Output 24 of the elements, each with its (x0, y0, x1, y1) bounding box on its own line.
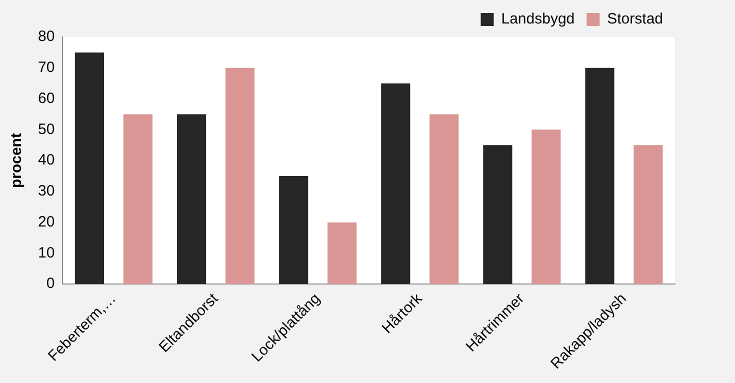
y-tick-label: 10 (38, 244, 55, 262)
y-tick-label: 60 (38, 90, 55, 107)
y-axis-title: procent (8, 133, 26, 188)
bar (381, 83, 410, 284)
bar (634, 145, 663, 284)
bar (225, 68, 255, 284)
bar (328, 222, 357, 284)
y-tick-label: 20 (38, 213, 55, 230)
bar (123, 114, 152, 284)
y-tick-label: 0 (46, 275, 55, 292)
y-tick-label: 70 (38, 59, 55, 76)
bar (74, 52, 104, 284)
y-tick-label: 30 (38, 182, 55, 200)
y-tick-label: 50 (38, 120, 55, 138)
legend-label: Landsbygd (501, 10, 575, 28)
y-tick-label: 80 (38, 28, 55, 46)
bar (430, 114, 459, 284)
bar (532, 130, 561, 284)
bar (176, 114, 206, 284)
bar (585, 68, 614, 284)
bar (483, 145, 512, 284)
bar (279, 176, 308, 284)
y-tick-label: 40 (38, 152, 55, 169)
legend-label: Storstad (607, 10, 664, 28)
